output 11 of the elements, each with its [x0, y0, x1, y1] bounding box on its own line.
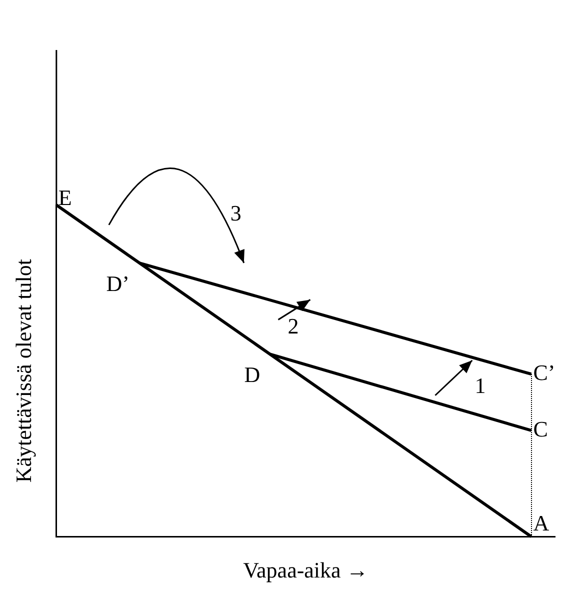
annotation: D’	[106, 270, 130, 296]
y-axis-title: Käytettävissä olevat tulot	[10, 258, 36, 483]
annotation: A	[533, 510, 550, 536]
annotation: 2	[288, 313, 299, 338]
annotation: 3	[230, 200, 242, 226]
annotation: C’	[533, 360, 556, 385]
annotation: C	[533, 416, 548, 442]
annotation: D	[244, 362, 260, 387]
annotation: 1	[474, 373, 486, 398]
annotation: E	[58, 184, 72, 210]
x-axis-title: Vapaa-aika →	[243, 558, 368, 583]
